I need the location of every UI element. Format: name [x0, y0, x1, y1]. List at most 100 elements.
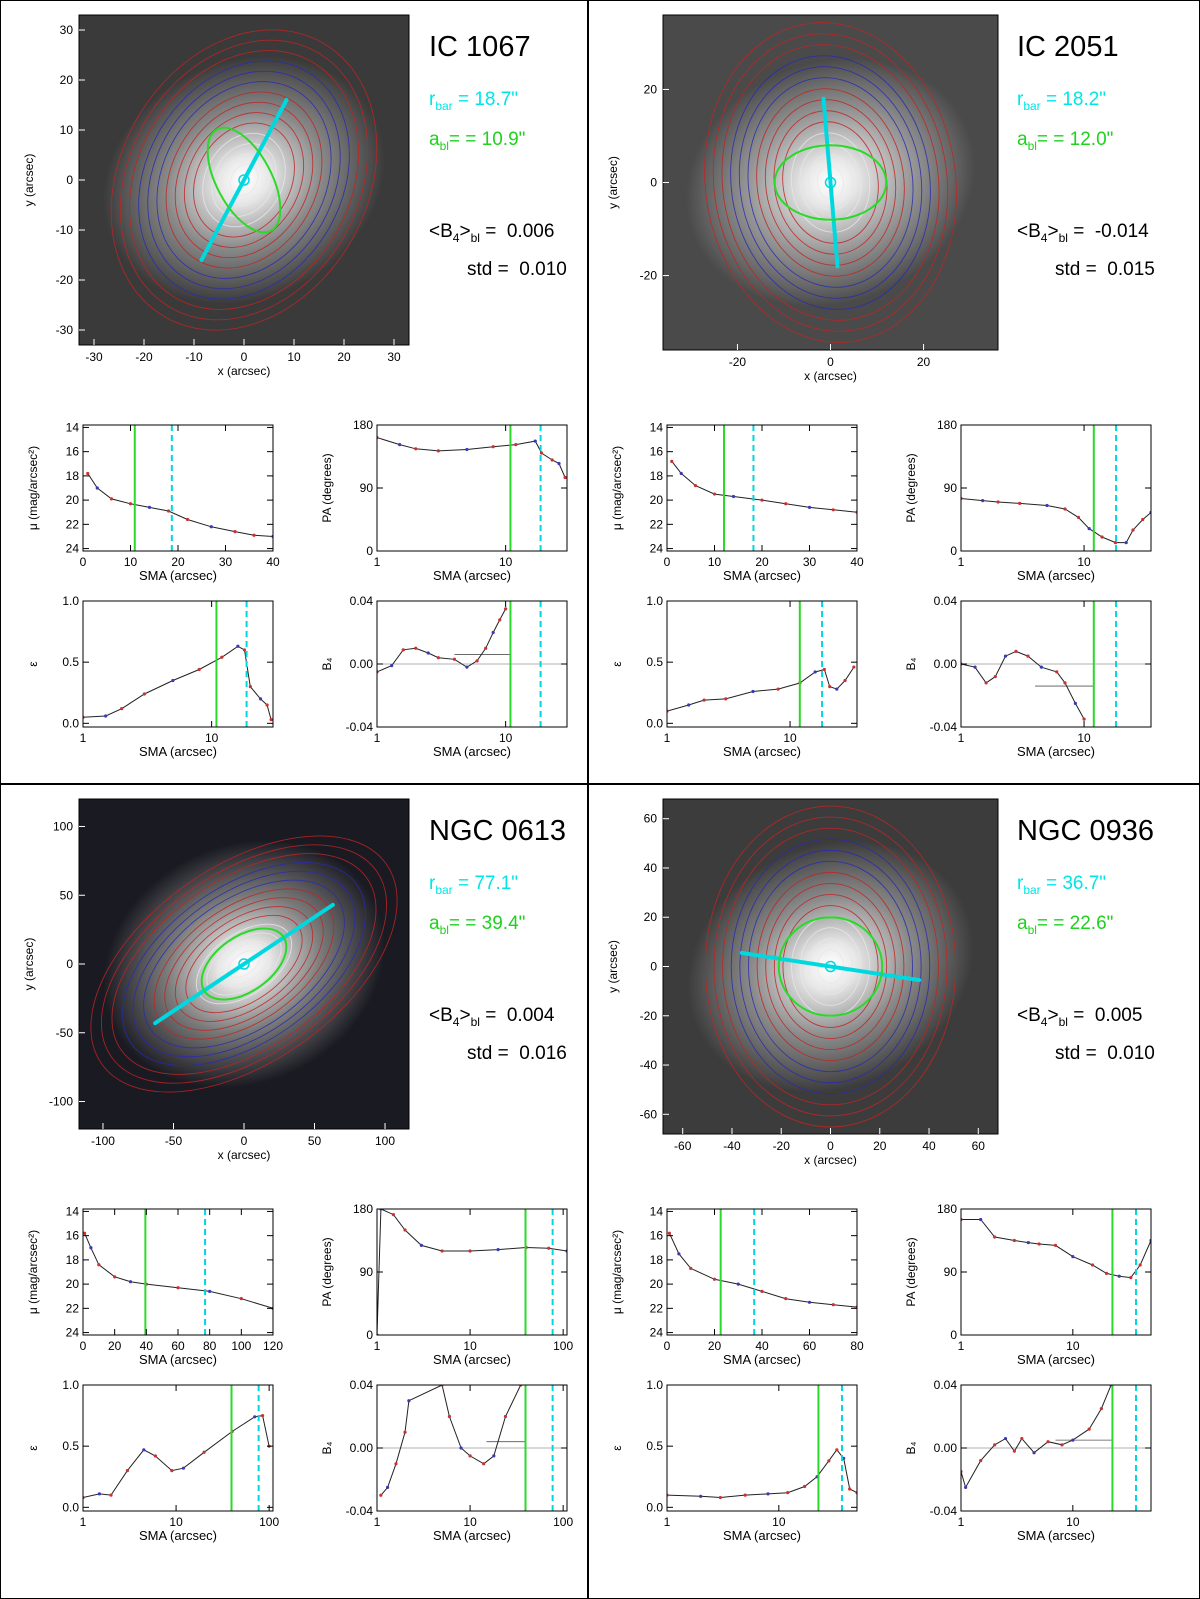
profile-point [843, 678, 847, 683]
profile-point [197, 667, 201, 672]
y-axis-label: PA (degrees) [904, 1237, 918, 1306]
y-tick-label: 20 [644, 82, 658, 96]
profile-point [996, 500, 1000, 504]
profile-point [391, 1213, 395, 1217]
profile-point [743, 1493, 747, 1497]
x-axis-label: SMA (arcsec) [139, 1528, 217, 1543]
profile-curve [83, 1415, 270, 1498]
profile-point [436, 656, 440, 660]
x-tick-label: 1 [374, 1339, 381, 1353]
b4-mean-label: <B4>bl = 0.006 [429, 221, 555, 245]
profile-point [539, 451, 544, 455]
x-tick-label: 1 [374, 555, 381, 569]
profile-point [760, 498, 764, 502]
y-tick-label: 0.5 [62, 1439, 79, 1453]
y-axis-label: B₄ [320, 1441, 334, 1454]
bar-line [821, 96, 840, 269]
barlens-ellipse [206, 126, 282, 234]
x-tick-label: 40 [922, 1139, 936, 1153]
profile-point [242, 648, 247, 652]
y-axis-label: μ (mag/arcsec²) [610, 446, 624, 530]
x-tick-label: 1 [664, 1515, 671, 1529]
y-tick-label: -20 [640, 1009, 658, 1023]
b4-mean-value: 0.006 [501, 221, 555, 242]
plot-frame [666, 424, 858, 552]
profile-point [736, 1282, 740, 1286]
x-tick-label: 30 [219, 555, 233, 569]
y-tick-label: -30 [56, 323, 74, 337]
profile-point [1026, 654, 1030, 658]
x-tick-label: 30 [803, 555, 817, 569]
profile-point [236, 644, 240, 648]
profile-point [712, 492, 717, 496]
y-tick-label: 0.00 [350, 1441, 374, 1455]
isophote-contour [756, 871, 905, 1062]
y-tick-label: 22 [66, 517, 80, 531]
y-tick-label: 0.5 [646, 655, 663, 669]
y-tick-label: 14 [66, 1204, 80, 1218]
y-axis-label: μ (mag/arcsec²) [26, 446, 40, 530]
x-tick-label: 60 [171, 1339, 185, 1353]
profile-point [973, 665, 977, 669]
plot-frame [666, 1208, 858, 1336]
y-tick-label: 0.04 [934, 595, 958, 608]
y-axis-label: μ (mag/arcsec²) [610, 1230, 624, 1314]
profile-curve [668, 1232, 857, 1308]
x-tick-label: 0 [827, 1139, 834, 1153]
profile-eps-plot: 1 10 0.0 0.5 1.0 SMA (arcsec) ε [610, 1379, 858, 1543]
isophote-contour [143, 879, 345, 1049]
profile-point [1003, 1436, 1008, 1441]
isophote-contour [132, 870, 356, 1058]
b4-std-value: 0.010 [514, 259, 567, 280]
isophote-contour [119, 39, 369, 321]
abl-value: = 39.4" [465, 913, 526, 934]
y-tick-label: 18 [650, 1253, 664, 1267]
profile-point [440, 1249, 444, 1253]
profile-b4-plot: 1 10 100 -0.04 0.00 0.04 SMA (arcsec) B₄ [320, 1379, 573, 1543]
b4-mean-label: <B4>bl = 0.005 [1017, 1005, 1143, 1029]
profile-point [1087, 527, 1091, 531]
x-axis-label: SMA (arcsec) [433, 1352, 511, 1367]
profile-point [86, 471, 90, 476]
y-tick-label: 20 [60, 73, 74, 87]
y-tick-label: 40 [644, 861, 658, 875]
profile-point [1026, 1241, 1030, 1245]
profile-point [751, 689, 755, 694]
y-axis-label: PA (degrees) [904, 453, 918, 522]
y-tick-label: 0.5 [646, 1439, 663, 1453]
isophote-contour [721, 44, 940, 321]
y-tick-label: 22 [650, 1301, 664, 1315]
profile-point [170, 1469, 174, 1473]
profile-point [702, 698, 706, 702]
y-axis-label: PA (degrees) [320, 1237, 334, 1306]
galaxy-name: IC 2051 [1017, 31, 1119, 63]
profile-point [979, 1217, 983, 1222]
y-tick-label: 0.5 [62, 655, 79, 669]
abl-label: abl= = 12.0" [1017, 129, 1114, 153]
profile-point [109, 1493, 113, 1497]
profile-point [693, 483, 698, 488]
y-tick-label: 0.0 [646, 1500, 663, 1514]
y-tick-label: 1.0 [62, 595, 79, 608]
isophote-contour [773, 894, 888, 1039]
center-marker [824, 176, 837, 189]
plot-frame [82, 600, 274, 728]
profile-curve [83, 645, 272, 720]
profile-point [403, 1430, 407, 1434]
b4-mean-value: 0.005 [1089, 1005, 1143, 1026]
x-tick-label: 10 [205, 731, 219, 745]
y-tick-label: 0 [650, 176, 657, 190]
profile-point [386, 1485, 390, 1489]
x-axis-label: x (arcsec) [218, 1148, 271, 1162]
b4-std-label: std = 0.016 [467, 1043, 567, 1064]
profile-curve [377, 608, 507, 673]
isophote-contour [122, 861, 366, 1067]
x-tick-label: 10 [463, 1339, 477, 1353]
x-axis-label: SMA (arcsec) [433, 568, 511, 583]
profile-point [465, 447, 469, 452]
x-tick-label: 10 [772, 1515, 786, 1529]
isophote-contour [764, 99, 897, 266]
abl-label: abl= = 39.4" [429, 913, 526, 937]
x-tick-label: 10 [124, 555, 138, 569]
profile-point [109, 497, 114, 501]
